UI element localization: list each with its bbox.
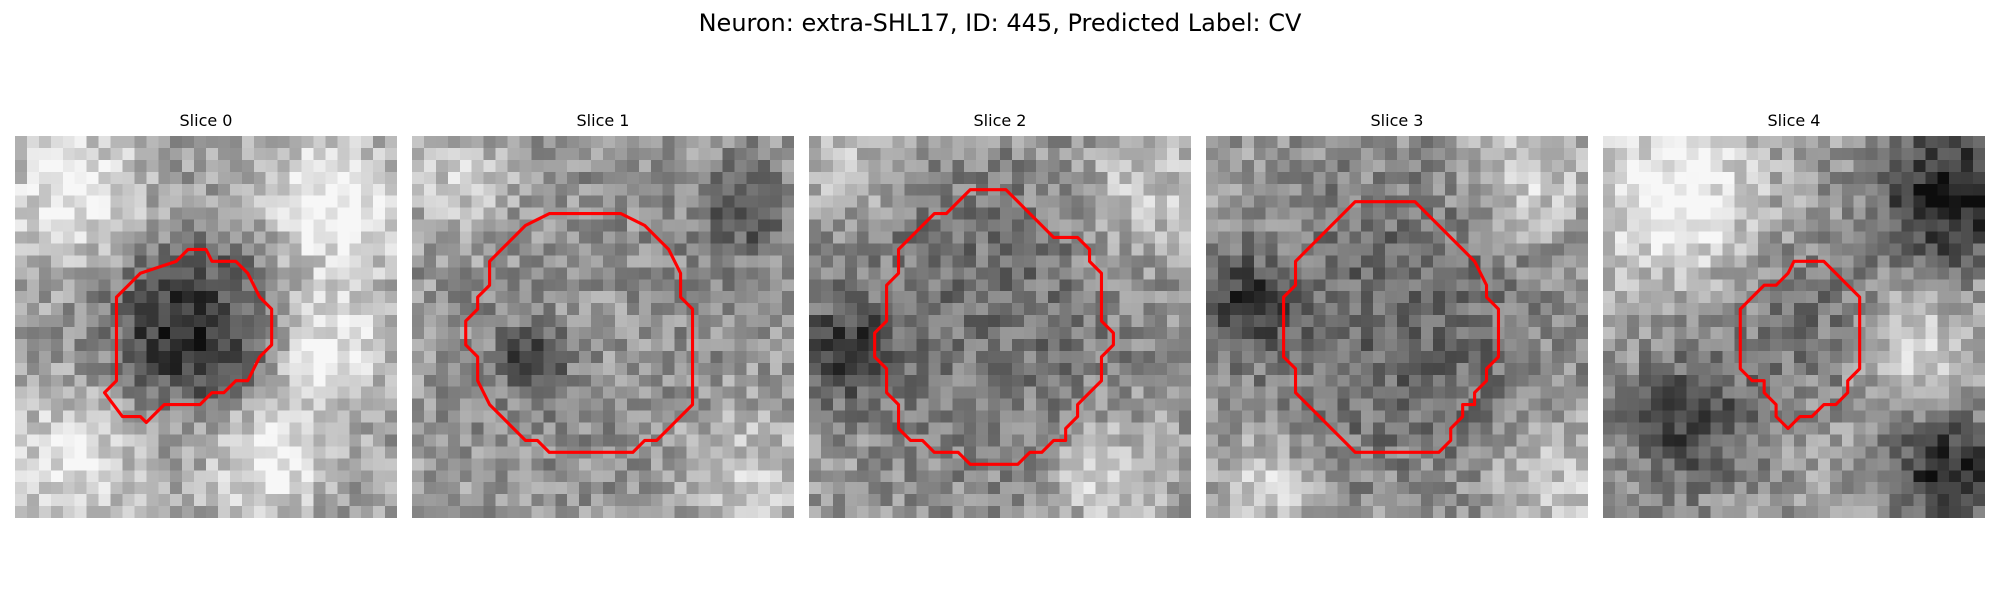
slice-title: Slice 0 (179, 111, 233, 130)
em-slice-svg (15, 136, 397, 518)
slice-panel-0: Slice 0 (15, 108, 397, 518)
em-slice-svg (1206, 136, 1588, 518)
slice-image-3 (1206, 136, 1588, 518)
slice-title: Slice 3 (1370, 111, 1424, 130)
slice-title: Slice 2 (973, 111, 1027, 130)
segmentation-outline (464, 212, 695, 454)
slice-panel-4: Slice 4 (1603, 108, 1985, 518)
slice-panel-2: Slice 2 (809, 108, 1191, 518)
slice-image-4 (1603, 136, 1985, 518)
pixel-grid (1603, 136, 1985, 518)
pixel-grid (1206, 136, 1588, 518)
slice-image-0 (15, 136, 397, 518)
segmentation-outline (1738, 259, 1862, 431)
slice-title: Slice 1 (576, 111, 630, 130)
pixel-grid (412, 136, 794, 518)
pixel-grid (809, 136, 1191, 518)
em-slice-svg (809, 136, 1191, 518)
em-slice-svg (412, 136, 794, 518)
slice-panel-3: Slice 3 (1206, 108, 1588, 518)
slice-image-2 (809, 136, 1191, 518)
segmentation-outline (1282, 200, 1501, 454)
em-slice-svg (1603, 136, 1985, 518)
slice-image-1 (412, 136, 794, 518)
segmentation-outline (102, 247, 274, 425)
figure-title: Neuron: extra-SHL17, ID: 445, Predicted … (698, 9, 1302, 37)
segmentation-outline (873, 188, 1115, 466)
slice-panel-1: Slice 1 (412, 108, 794, 518)
slice-title: Slice 4 (1767, 111, 1821, 130)
pixel-grid (15, 136, 397, 518)
